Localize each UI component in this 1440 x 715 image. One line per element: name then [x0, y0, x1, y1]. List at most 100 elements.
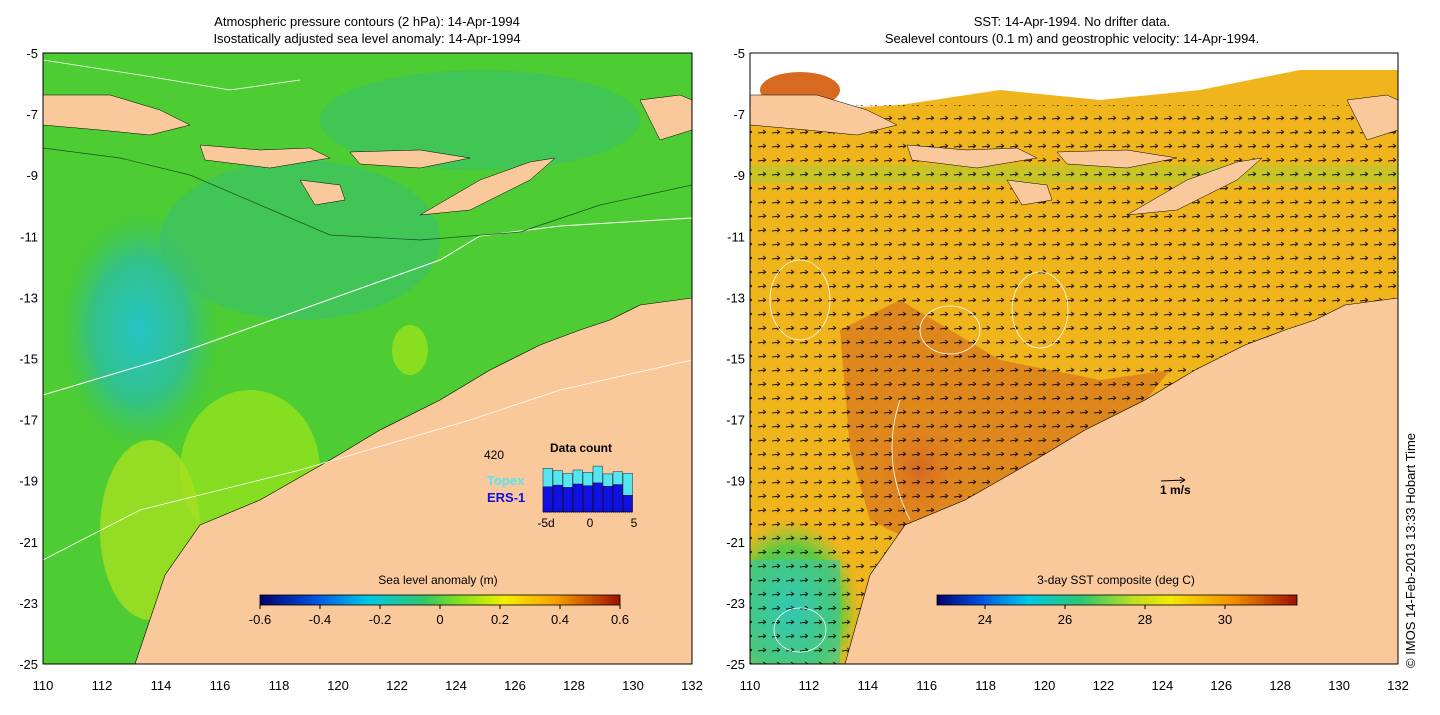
sla-colorbar-tick-label: 0.2 — [491, 612, 509, 627]
sst-colorbar-tick-label: 28 — [1138, 612, 1152, 627]
longitude-tick-label: 130 — [622, 678, 644, 693]
latitude-tick-label: -5 — [26, 46, 38, 61]
longitude-tick-label: 128 — [563, 678, 585, 693]
island-tanimbar — [639, 94, 692, 141]
ers-count-bar — [592, 482, 603, 513]
island-flores — [199, 144, 331, 169]
longitude-tick-label: 118 — [975, 678, 996, 693]
sst-no-data — [750, 53, 1398, 110]
data-count-title: Data count — [550, 441, 612, 455]
velocity-scale-arrow — [1160, 476, 1186, 484]
sst-colorbar-tick-label: 30 — [1218, 612, 1232, 627]
longitude-tick-label: 128 — [1269, 678, 1291, 693]
island-timor — [1126, 157, 1263, 216]
sst-colorbar-tick-label: 26 — [1058, 612, 1072, 627]
data-count-xtick: 0 — [587, 516, 594, 530]
data-count-xtick: 5 — [631, 516, 638, 530]
island-sumba — [299, 179, 346, 206]
left-map-frame — [42, 52, 693, 665]
latitude-tick-label: -17 — [19, 413, 38, 428]
pressure-contour — [43, 359, 692, 561]
latitude-tick-label: -23 — [19, 596, 38, 611]
sla-colorbar-tick-label: 0 — [436, 612, 443, 627]
island-java — [750, 94, 898, 136]
sealevel-contour — [891, 399, 911, 521]
data-count-bars — [542, 465, 633, 513]
ers-count-bar — [562, 487, 573, 513]
island-timor — [419, 157, 556, 216]
sla-patch — [160, 160, 440, 320]
sealevel-contour — [773, 607, 827, 653]
sla-map — [43, 53, 692, 664]
longitude-tick-label: 120 — [1034, 678, 1056, 693]
island-sumbawa — [1056, 149, 1178, 169]
latitude-tick-label: -25 — [726, 657, 745, 672]
sla-colorbar-label: Sea level anomaly (m) — [378, 573, 497, 587]
ers-count-bar — [542, 486, 553, 513]
ers-label: ERS-1 — [487, 490, 525, 505]
longitude-tick-label: 132 — [1387, 678, 1409, 693]
longitude-tick-label: 124 — [1152, 678, 1174, 693]
latitude-tick-label: -15 — [726, 352, 745, 367]
sst-map — [750, 53, 1398, 664]
australia-land — [844, 297, 1398, 664]
island-tanimbar — [1346, 94, 1398, 141]
sla-colorbar-tick-label: -0.2 — [369, 612, 391, 627]
longitude-tick-label: 130 — [1328, 678, 1350, 693]
island-sumbawa — [349, 149, 471, 169]
copyright-notice: © IMOS 14-Feb-2013 13:33 Hobart Time — [1403, 432, 1418, 668]
sla-high-patch — [392, 325, 428, 375]
longitude-tick-label: 110 — [33, 678, 54, 693]
pressure-contour — [43, 59, 301, 91]
island-sumba — [1006, 179, 1053, 206]
longitude-tick-label: 122 — [386, 678, 408, 693]
sla-colorbar-tick-label: -0.4 — [309, 612, 331, 627]
topex-label: Topex — [487, 473, 525, 488]
velocity-scale-label: 1 m/s — [1160, 483, 1191, 497]
sst-colorbar-label: 3-day SST composite (deg C) — [1037, 573, 1195, 587]
ers-count-bar — [572, 483, 583, 513]
ers-count-bar — [582, 485, 593, 513]
velocity-scale: 1 m/s — [1160, 476, 1191, 497]
australia-land — [134, 297, 692, 664]
ers-count-bar — [622, 495, 633, 513]
longitude-tick-label: 110 — [740, 678, 761, 693]
data-count-inset: Data count 420 Topex ERS-1 -5d 0 5 — [484, 441, 638, 530]
latitude-tick-label: -7 — [26, 107, 38, 122]
longitude-tick-label: 126 — [504, 678, 526, 693]
latitude-tick-label: -5 — [733, 46, 745, 61]
sla-colorbar-tick-label: 0.6 — [611, 612, 629, 627]
sst-colorbar — [936, 594, 1298, 606]
longitude-tick-label: 112 — [92, 678, 113, 693]
island-flores — [906, 144, 1038, 169]
sealevel-contour — [919, 305, 981, 355]
ers-count-bar — [602, 486, 613, 513]
longitude-tick-label: 112 — [799, 678, 820, 693]
axis-labels: -5 -7 -9 -11 -13 -15 -17 -19 -21 -23 -25 110 112 114 1… — [19, 46, 1409, 693]
longitude-tick-label: 124 — [445, 678, 467, 693]
latitude-tick-label: -23 — [726, 596, 745, 611]
pressure-contour — [43, 217, 692, 396]
latitude-tick-label: -9 — [733, 168, 745, 183]
latitude-tick-label: -9 — [26, 168, 38, 183]
island-java — [43, 94, 191, 136]
ers-count-bar — [552, 484, 563, 513]
sst-colorbar-ticks: 24 26 28 30 — [978, 605, 1232, 627]
latitude-tick-label: -13 — [19, 290, 38, 305]
longitude-tick-label: 122 — [1093, 678, 1115, 693]
data-count-max: 420 — [484, 448, 504, 462]
data-count-xtick: -5d — [537, 516, 554, 530]
sla-colorbar-ticks: -0.6 -0.4 -0.2 0 0.2 0.4 0.6 — [249, 605, 629, 627]
latitude-tick-label: -19 — [19, 474, 38, 489]
right-title-line1: SST: 14-Apr-1994. No drifter data. — [974, 14, 1171, 29]
latitude-tick-label: -7 — [733, 107, 745, 122]
sla-colorbar-tick-label: 0.4 — [551, 612, 569, 627]
latitude-tick-label: -11 — [727, 229, 745, 244]
sla-colorbar-tick-label: -0.6 — [249, 612, 271, 627]
sealevel-contour — [769, 259, 831, 341]
left-title-line1: Atmospheric pressure contours (2 hPa): 1… — [214, 14, 520, 29]
latitude-tick-label: -11 — [20, 229, 38, 244]
sla-contour — [43, 147, 692, 241]
longitude-tick-label: 114 — [151, 678, 172, 693]
